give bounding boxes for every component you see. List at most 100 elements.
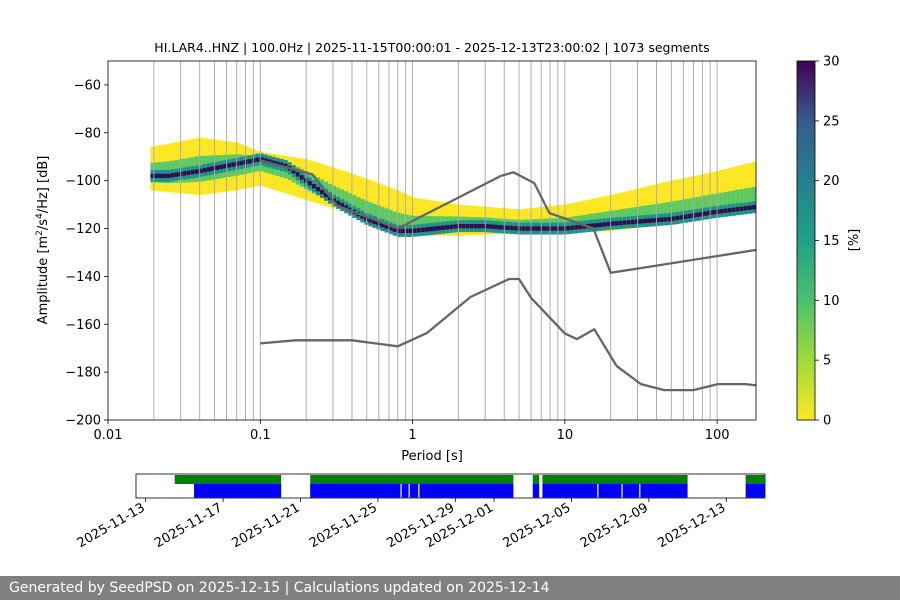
psd-mode-cell xyxy=(618,220,624,226)
psd-mode-cell xyxy=(437,226,442,231)
psd-mode-cell xyxy=(291,169,297,174)
psd-mode-cell xyxy=(336,200,341,205)
psd-band-low xyxy=(356,175,361,217)
psd-mode-cell xyxy=(433,226,438,231)
psd-mode-cell xyxy=(578,224,583,230)
psd-band-mid xyxy=(392,211,398,230)
psd-band-low xyxy=(380,184,385,226)
vertical-gridlines xyxy=(153,61,718,420)
psd-mode-cell xyxy=(473,223,478,229)
psd-mode-cell xyxy=(469,223,474,229)
psd-mode-cell xyxy=(538,226,543,231)
psd-mode-cell xyxy=(731,207,737,212)
psd-mode-cell xyxy=(465,223,470,229)
psd-mode-cell xyxy=(647,218,652,223)
psd-mode-cell xyxy=(453,224,458,229)
psd-band-mid xyxy=(687,198,692,219)
psd-band-mid xyxy=(723,191,729,213)
colorbar-ticks: 0 5 10 15 20 25 30 xyxy=(815,55,840,429)
psd-mode-cell xyxy=(372,219,377,225)
psd-mode-cell xyxy=(194,169,200,174)
psd-mode-cell xyxy=(727,208,733,213)
psd-mode-cell xyxy=(457,223,462,229)
psd-mode-cell xyxy=(659,217,664,222)
data-available-bar xyxy=(532,475,540,484)
psd-band-mid xyxy=(352,195,357,214)
psd-mode-cell xyxy=(715,209,721,214)
psd-band-mid xyxy=(360,198,365,218)
psd-mode-cell xyxy=(602,222,608,227)
psd-mode-cell xyxy=(344,205,349,210)
psd-band-mid xyxy=(663,202,668,222)
psd-mode-cell xyxy=(215,165,220,170)
psd-band-low xyxy=(392,189,398,230)
colorbar-tick-label: 25 xyxy=(823,114,840,129)
psd-mode-cell xyxy=(219,164,224,170)
psd-band-mid xyxy=(711,194,717,215)
y-tick-label: −140 xyxy=(65,270,101,285)
psd-mode-cell xyxy=(671,216,676,221)
psd-band-mid xyxy=(735,189,741,212)
psd-band-mid xyxy=(396,212,402,232)
psd-band-mid xyxy=(344,191,349,210)
psd-mode-cell xyxy=(190,169,196,175)
psd-band-mid xyxy=(651,204,656,223)
colorbar-tick-label: 30 xyxy=(823,55,840,70)
psd-band-mid xyxy=(384,208,390,227)
psd-mode-cell xyxy=(566,226,571,231)
psd-mode-cell xyxy=(267,159,272,164)
chart-title: HI.LAR4..HNZ | 100.0Hz | 2025-11-15T00:0… xyxy=(154,40,709,55)
psd-band-mid xyxy=(727,191,733,213)
psd-mode-cell xyxy=(481,223,486,229)
psd-heatmap xyxy=(150,137,756,237)
psd-mode-cell xyxy=(550,226,555,231)
psd-mode-cell xyxy=(449,224,454,230)
psd-mode-cell xyxy=(606,221,612,227)
x-axis: 0.01 0.1 1 10 100 xyxy=(94,420,730,443)
data-gap xyxy=(408,484,410,498)
noise-models xyxy=(259,159,756,392)
timeline-tick-label: 2025-11-13 xyxy=(75,500,148,551)
psd-mode-cell xyxy=(493,224,499,230)
nhnm-curve xyxy=(259,159,756,274)
psd-mode-cell xyxy=(259,157,264,162)
psd-mode-cell xyxy=(211,166,216,171)
psd-band-mid xyxy=(679,199,684,220)
y-axis: −60 −80 −100 −120 −140 −160 −180 −200 xyxy=(65,78,108,429)
psd-mode-cell xyxy=(380,222,385,228)
colorbar-tick-label: 15 xyxy=(823,234,840,249)
psd-band-mid xyxy=(719,192,725,214)
x-tick-label: 10 xyxy=(557,428,574,443)
psd-band-mid xyxy=(739,189,745,211)
psd-mode-cell xyxy=(489,224,494,229)
psd-mode-cell xyxy=(485,224,490,229)
psd-mode-cell xyxy=(513,226,519,231)
psd-band-mid xyxy=(642,205,648,224)
psd-mode-cell xyxy=(610,221,616,226)
psd-mode-cell xyxy=(675,215,680,221)
psd-mode-cell xyxy=(311,184,317,189)
psd-mode-cell xyxy=(546,226,551,231)
psd-mode-cell xyxy=(679,215,684,220)
psd-mode-cell xyxy=(412,228,418,233)
psd-mode-cell xyxy=(655,217,660,223)
psd-mode-cell xyxy=(186,170,192,175)
psd-mode-cell xyxy=(392,227,398,232)
psd-mode-cell xyxy=(279,162,285,168)
psd-mode-cell xyxy=(227,163,232,168)
colorbar-tick-label: 0 xyxy=(823,414,831,429)
psd-mode-cell xyxy=(554,226,559,231)
psd-band-mid xyxy=(747,187,753,210)
psd-mode-cell xyxy=(667,216,672,222)
psd-band-mid xyxy=(695,197,700,218)
psd-used-bar xyxy=(310,484,514,498)
x-tick-label: 100 xyxy=(705,428,730,443)
psd-mode-cell xyxy=(235,161,240,166)
psd-mode-cell xyxy=(622,220,628,225)
psd-band-mid xyxy=(675,200,680,221)
psd-band-low xyxy=(404,194,410,234)
psd-mode-cell xyxy=(206,167,212,172)
x-tick-label: 0.01 xyxy=(94,428,123,443)
y-axis-label: Amplitude [m2/s4/Hz] [dB] xyxy=(35,156,51,325)
data-available-bar xyxy=(745,475,765,484)
